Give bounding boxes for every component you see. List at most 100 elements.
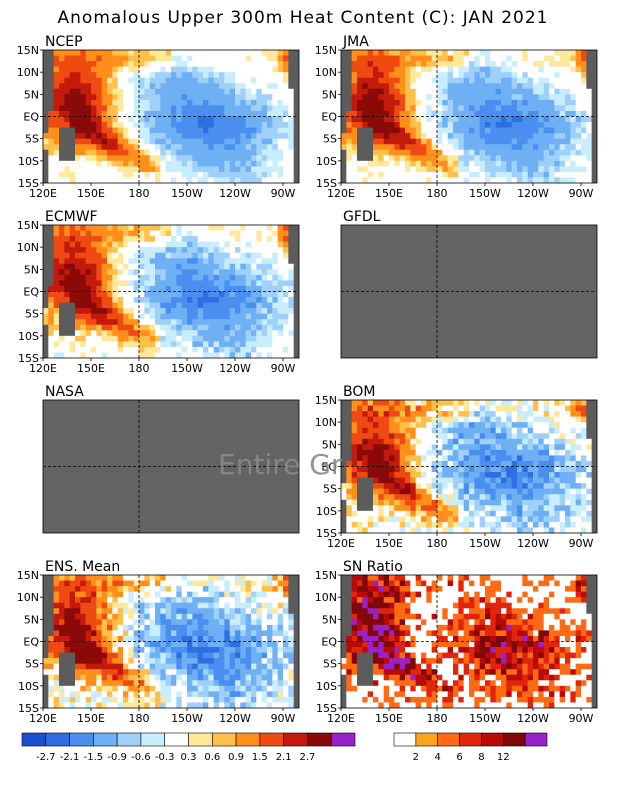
field-cell xyxy=(543,99,550,106)
field-cell xyxy=(447,177,454,183)
field-cell xyxy=(123,94,129,101)
field-cell xyxy=(421,149,427,156)
field-cell xyxy=(229,591,236,598)
field-cell xyxy=(160,230,167,237)
field-cell xyxy=(543,494,550,501)
field-cell xyxy=(64,66,71,73)
field-cell xyxy=(511,149,518,156)
field-cell xyxy=(533,460,539,467)
field-cell xyxy=(112,258,119,265)
field-cell xyxy=(267,77,273,84)
field-cell xyxy=(149,72,156,79)
field-cell xyxy=(511,488,518,495)
field-cell xyxy=(240,144,247,151)
field-cell xyxy=(549,99,555,106)
field-cell xyxy=(64,155,71,162)
field-cell xyxy=(165,230,172,237)
field-cell xyxy=(187,160,193,167)
field-cell xyxy=(48,263,55,270)
field-cell xyxy=(591,516,597,523)
field-cell xyxy=(538,444,545,451)
field-cell xyxy=(442,171,449,178)
field-cell xyxy=(405,400,411,406)
field-cell xyxy=(479,527,486,533)
field-cell xyxy=(538,99,545,106)
field-cell xyxy=(176,94,183,101)
field-cell xyxy=(570,449,577,456)
field-cell xyxy=(251,252,257,259)
field-cell xyxy=(394,110,401,117)
field-cell xyxy=(229,61,236,68)
field-cell xyxy=(559,105,566,112)
field-cell xyxy=(80,330,87,337)
field-cell xyxy=(373,521,379,528)
field-cell xyxy=(485,505,491,512)
field-cell xyxy=(203,330,209,337)
field-cell xyxy=(586,505,593,512)
field-cell xyxy=(373,88,379,95)
field-cell xyxy=(53,155,60,162)
field-cell xyxy=(181,77,188,84)
field-cell xyxy=(549,110,555,117)
field-cell xyxy=(522,99,529,106)
field-cell xyxy=(133,133,140,140)
field-cell xyxy=(293,177,299,183)
field-cell xyxy=(570,411,577,418)
field-cell xyxy=(203,341,209,348)
field-cell xyxy=(442,160,449,167)
field-cell xyxy=(112,241,119,248)
field-cell xyxy=(176,105,183,112)
field-cell xyxy=(581,411,587,418)
field-cell xyxy=(75,160,81,167)
field-cell xyxy=(517,516,523,523)
field-cell xyxy=(362,77,369,84)
field-cell xyxy=(208,302,215,309)
field-cell xyxy=(367,155,374,162)
field-cell xyxy=(197,346,204,353)
field-cell xyxy=(208,116,215,123)
field-cell xyxy=(224,99,231,106)
field-cell xyxy=(53,116,60,123)
field-cell xyxy=(192,83,199,90)
field-cell xyxy=(155,50,161,56)
field-cell xyxy=(48,297,55,303)
field-cell xyxy=(85,138,92,145)
field-cell xyxy=(160,575,167,581)
field-cell xyxy=(155,346,161,353)
field-cell xyxy=(559,94,566,101)
field-cell xyxy=(485,449,491,456)
field-cell xyxy=(229,171,236,178)
field-cell xyxy=(378,427,385,434)
field-cell xyxy=(421,66,427,73)
field-cell xyxy=(160,252,167,259)
field-cell xyxy=(373,55,379,62)
field-cell xyxy=(160,586,167,593)
field-cell xyxy=(112,280,119,287)
field-cell xyxy=(479,160,486,167)
panel-field xyxy=(341,400,597,533)
x-tick-label: 90W xyxy=(271,362,296,375)
field-cell xyxy=(586,72,593,79)
field-cell xyxy=(229,138,236,145)
field-cell xyxy=(235,116,241,123)
field-cell xyxy=(415,88,422,95)
field-cell xyxy=(575,521,582,528)
field-cell xyxy=(501,400,507,406)
field-cell xyxy=(245,138,252,145)
field-cell xyxy=(538,411,545,418)
field-cell xyxy=(394,488,401,495)
field-cell xyxy=(431,77,438,84)
field-cell xyxy=(410,110,417,117)
field-cell xyxy=(490,422,497,429)
field-cell xyxy=(251,77,257,84)
field-cell xyxy=(442,427,449,434)
field-cell xyxy=(517,171,523,178)
field-cell xyxy=(527,61,534,68)
y-tick-label: 5N xyxy=(24,88,39,101)
field-cell xyxy=(171,252,177,259)
field-cell xyxy=(69,166,76,173)
field-cell xyxy=(591,155,597,162)
field-cell xyxy=(293,171,299,178)
field-cell xyxy=(219,274,225,281)
field-cell xyxy=(117,50,124,56)
